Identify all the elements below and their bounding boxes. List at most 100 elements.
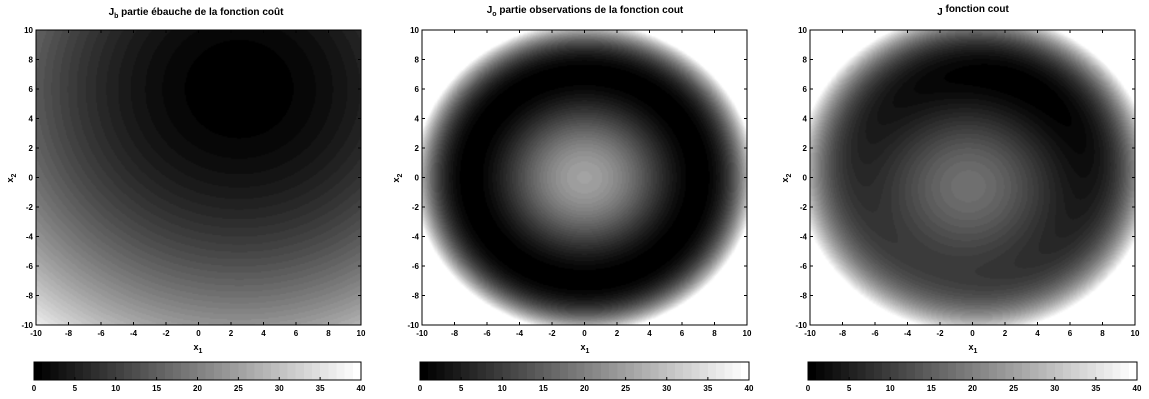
x-tick-label: 2 [615,329,620,338]
colorbar-tick-label: 30 [275,384,284,393]
panel-3: J fonction cout -10 -8 -6 -4 -2 0 2 4 6 8 10 -10 -8… [780,4,1142,393]
y-tick-label: 8 [415,56,420,65]
panel-3-colorbar [808,362,1137,380]
colorbar-tick-label: 10 [886,384,895,393]
x-tick-label: -6 [483,329,491,338]
panel-1-x-ticks: -10 -8 -6 -4 -2 0 2 4 6 8 10 [30,30,366,338]
y-tick-label: 0 [29,174,34,183]
y-tick-label: -4 [26,233,34,242]
x-tick-label: -8 [839,329,847,338]
x-tick-label: 2 [229,329,234,338]
x-tick-label: -6 [871,329,879,338]
x-tick-label: 4 [647,329,652,338]
y-tick-label: 6 [803,85,808,94]
panel-3-heatmap [810,30,1135,325]
colorbar-tick-label: 20 [968,384,977,393]
x-tick-label: 8 [326,329,331,338]
x-tick-label: 6 [680,329,685,338]
y-tick-label: 8 [29,56,34,65]
x-tick-label: -10 [30,329,42,338]
panel-1: Jb partie ébauche de la fonction coût -1… [5,7,366,393]
panel-2-colorbar [420,362,749,380]
colorbar-tick-label: 20 [193,384,202,393]
y-tick-label: -8 [800,292,808,301]
y-tick-label: 10 [410,26,419,35]
x-tick-label: -2 [936,329,944,338]
x-tick-label: 0 [582,329,587,338]
panel-1-colorbar [34,362,361,380]
y-tick-label: -8 [412,292,420,301]
x-tick-label: 8 [1100,329,1105,338]
x-tick-label: 10 [1131,329,1140,338]
y-tick-label: 0 [415,174,420,183]
y-tick-label: 4 [803,115,808,124]
colorbar-tick-label: 40 [357,384,366,393]
x-tick-label: -6 [97,329,105,338]
panel-1-ylabel: x2 [5,173,18,182]
colorbar-tick-label: 35 [316,384,325,393]
colorbar-tick-label: 30 [1050,384,1059,393]
x-tick-label: -10 [804,329,816,338]
colorbar-tick-label: 25 [234,384,243,393]
x-tick-label: 8 [712,329,717,338]
y-tick-label: -6 [26,262,34,271]
x-tick-label: 10 [357,329,366,338]
x-tick-label: 4 [1035,329,1040,338]
y-tick-label: -4 [800,233,808,242]
y-tick-label: 8 [803,56,808,65]
colorbar-tick-label: 15 [152,384,161,393]
colorbar-tick-label: 35 [1091,384,1100,393]
x-tick-label: -10 [416,329,428,338]
colorbar-tick-label: 20 [580,384,589,393]
panel-3-title: J fonction cout [937,4,1009,18]
colorbar-tick-label: 35 [703,384,712,393]
y-tick-label: 2 [29,144,34,153]
colorbar-tick-label: 5 [73,384,78,393]
colorbar-tick-label: 0 [806,384,811,393]
panel-2-ylabel: x2 [391,173,404,182]
y-tick-label: -6 [412,262,420,271]
y-tick-label: -10 [21,321,33,330]
y-tick-label: -8 [26,292,34,301]
colorbar-tick-label: 40 [1133,384,1142,393]
panel-2-heatmap [422,30,747,325]
panel-1-xlabel: x1 [194,342,203,355]
x-tick-label: -4 [130,329,138,338]
y-tick-label: 4 [29,115,34,124]
panel-1-colorbar-ticks: 0 5 10 15 20 25 30 35 40 [32,377,366,393]
panel-2-x-ticks: -10 -8 -6 -4 -2 0 2 4 6 8 10 [416,30,752,338]
colorbar-tick-label: 0 [32,384,37,393]
panel-1-y-ticks: -10 -8 -6 -4 -2 0 2 4 6 8 10 [21,26,361,330]
x-tick-label: 2 [1003,329,1008,338]
colorbar-tick-label: 30 [662,384,671,393]
y-tick-label: 10 [798,26,807,35]
panel-2-title: Jo partie observations de la fonction co… [487,5,684,18]
panel-3-y-ticks: -10 -8 -6 -4 -2 0 2 4 6 8 10 [795,26,1135,330]
x-tick-label: -8 [65,329,73,338]
y-tick-label: 10 [24,26,33,35]
y-tick-label: 2 [415,144,420,153]
x-tick-label: -2 [162,329,170,338]
colorbar-tick-label: 5 [847,384,852,393]
x-tick-label: 6 [1068,329,1073,338]
x-tick-label: -4 [904,329,912,338]
y-tick-label: -2 [800,203,808,212]
panel-2-y-ticks: -10 -8 -6 -4 -2 0 2 4 6 8 10 [407,26,747,330]
colorbar-tick-label: 40 [745,384,754,393]
y-tick-label: -6 [800,262,808,271]
x-tick-label: -8 [451,329,459,338]
colorbar-tick-label: 10 [498,384,507,393]
x-tick-label: 0 [970,329,975,338]
x-tick-label: 4 [261,329,266,338]
panel-2-xlabel: x1 [581,342,590,355]
x-tick-label: 0 [196,329,201,338]
colorbar-tick-label: 25 [621,384,630,393]
y-tick-label: -10 [795,321,807,330]
y-tick-label: 4 [415,115,420,124]
y-tick-label: 6 [29,85,34,94]
y-tick-label: 0 [803,174,808,183]
y-tick-label: 2 [803,144,808,153]
panel-1-title: Jb partie ébauche de la fonction coût [109,7,285,20]
y-tick-label: -2 [26,203,34,212]
